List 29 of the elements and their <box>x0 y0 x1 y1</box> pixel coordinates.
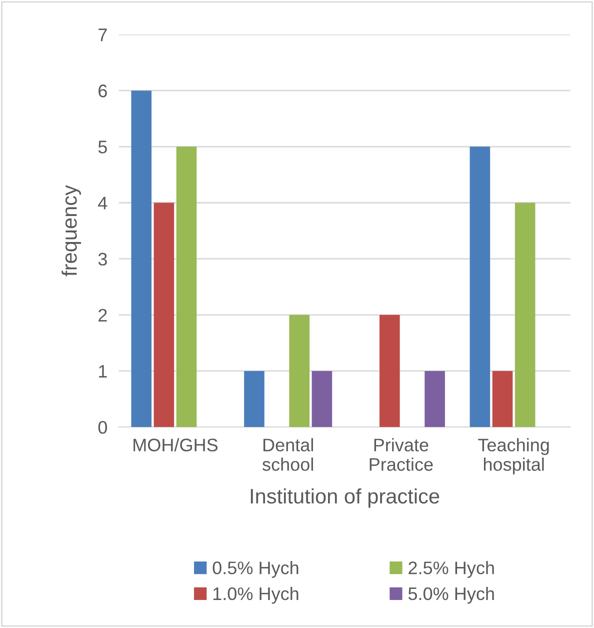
y-tick-label: 7 <box>98 28 107 42</box>
legend-label: 5.0% Hych <box>408 586 494 604</box>
x-tick-label: Dental school <box>262 438 313 471</box>
y-tick-label: 0 <box>98 420 107 434</box>
y-axis-title: frequency <box>62 185 81 276</box>
y-tick-label: 1 <box>99 365 107 378</box>
bar <box>470 146 490 428</box>
y-tick-label: 6 <box>98 84 107 98</box>
bar <box>380 314 400 428</box>
bar <box>289 314 310 428</box>
bar <box>176 146 197 428</box>
bar <box>154 202 174 428</box>
bar <box>492 370 513 428</box>
legend-label: 0.5% Hych <box>212 561 298 578</box>
bar <box>514 202 536 428</box>
bar <box>312 370 332 428</box>
x-axis-title: Institution of practice <box>250 488 440 508</box>
bar <box>424 370 445 428</box>
y-tick-label: 5 <box>98 140 107 154</box>
bar <box>131 90 152 428</box>
y-tick-label: 4 <box>98 196 108 210</box>
legend-label: 2.5% Hych <box>408 561 494 578</box>
y-tick-label: 3 <box>98 252 107 266</box>
legend-label: 1.0% Hych <box>213 586 298 604</box>
x-tick-label: Private Practice <box>370 438 433 471</box>
x-tick-label: MOH/GHS <box>134 438 218 452</box>
y-tick-label: 2 <box>98 308 107 322</box>
x-tick-label: Teaching hospital <box>478 438 549 474</box>
bar <box>244 370 264 428</box>
